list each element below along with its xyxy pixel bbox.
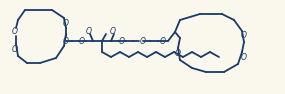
Text: O: O: [140, 36, 146, 45]
Text: O: O: [110, 27, 116, 36]
Text: O: O: [241, 31, 247, 41]
Text: O: O: [241, 53, 247, 61]
Text: O: O: [160, 36, 166, 45]
Text: O: O: [119, 36, 125, 45]
Text: O: O: [86, 27, 92, 36]
Text: O: O: [79, 36, 85, 45]
Text: O: O: [63, 36, 69, 45]
Text: O: O: [63, 19, 69, 28]
Text: O: O: [12, 27, 18, 36]
Text: O: O: [175, 50, 181, 58]
Text: O: O: [12, 45, 18, 55]
